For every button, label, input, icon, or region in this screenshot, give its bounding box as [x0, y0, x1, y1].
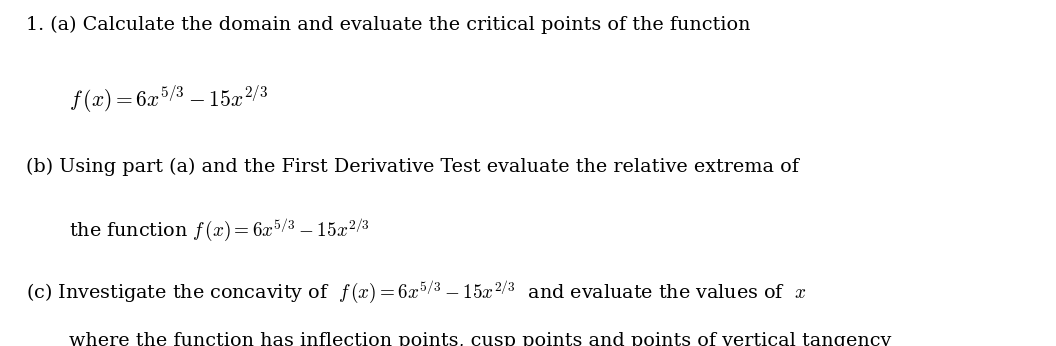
Text: $f\,(x) = 6x^{5/3} -15x^{2/3}$: $f\,(x) = 6x^{5/3} -15x^{2/3}$ — [69, 85, 267, 115]
Text: (b) Using part (a) and the First Derivative Test evaluate the relative extrema o: (b) Using part (a) and the First Derivat… — [26, 157, 799, 176]
Text: where the function has inflection points, cusp points and points of vertical tan: where the function has inflection points… — [69, 332, 891, 346]
Text: (c) Investigate the concavity of  $f\,(x) = 6x^{5/3} -15x^{2/3}$  and evaluate t: (c) Investigate the concavity of $f\,(x)… — [26, 279, 807, 305]
Text: 1. (a) Calculate the domain and evaluate the critical points of the function: 1. (a) Calculate the domain and evaluate… — [26, 16, 751, 34]
Text: the function $f\,(x) = 6x^{5/3} -15x^{2/3}$: the function $f\,(x) = 6x^{5/3} -15x^{2/… — [69, 216, 370, 243]
